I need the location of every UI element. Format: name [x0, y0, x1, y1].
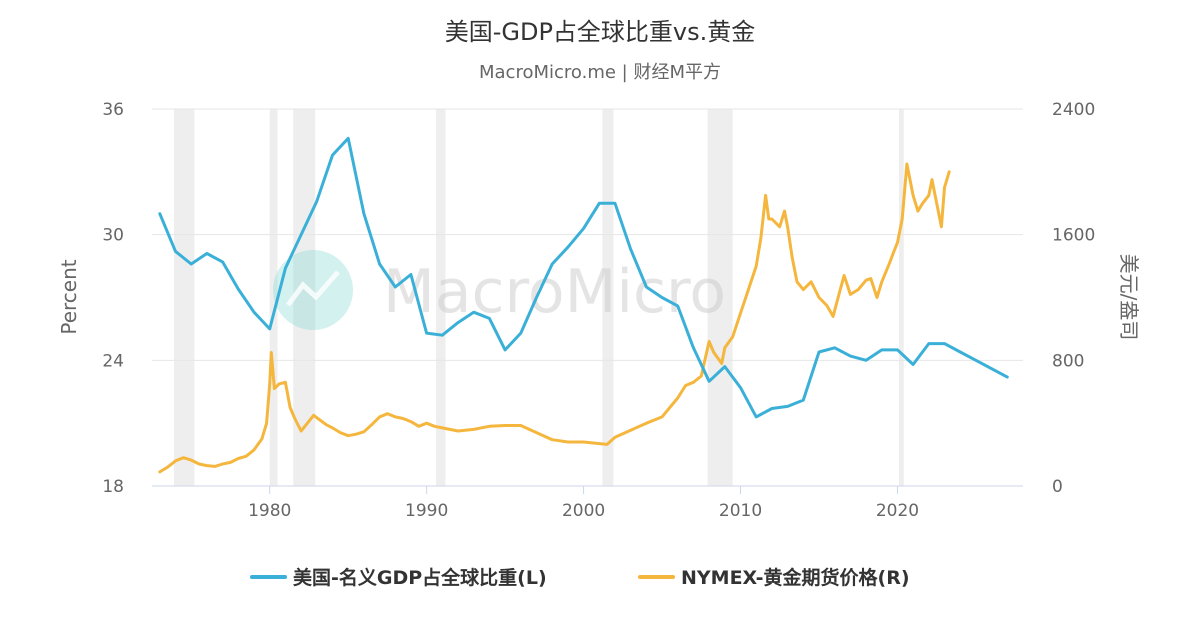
watermark-text: MacroMicro [383, 257, 726, 327]
right-axis-title: 美元/盎司 [1117, 254, 1141, 341]
watermark-logo-icon [273, 250, 353, 330]
legend-label-gold: NYMEX-黄金期货价格(R) [681, 566, 910, 589]
right-tick-label: 800 [1052, 351, 1084, 371]
x-tick-label: 2010 [719, 501, 762, 521]
watermark-logo-chart-icon [286, 270, 340, 307]
x-tick-label: 2000 [562, 501, 605, 521]
recession-band-3 [436, 109, 446, 486]
recession-bands [173, 109, 904, 486]
x-tick-label: 2020 [876, 501, 919, 521]
recession-band-4 [602, 109, 614, 486]
tick-labels: 18 24 30 36 0 800 1600 2400 1980 1990 2000 2010 2020 [102, 100, 1095, 521]
chart-title: 美国-GDP占全球比重vs.黄金 [445, 18, 756, 46]
legend: 美国-名义GDP占全球比重(L) NYMEX-黄金期货价格(R) [250, 566, 910, 589]
x-tick-label: 1980 [248, 501, 291, 521]
right-tick-label: 1600 [1052, 226, 1095, 246]
left-tick-label: 30 [102, 226, 124, 246]
left-tick-label: 36 [102, 100, 124, 120]
recession-band-2 [293, 109, 316, 486]
right-tick-label: 2400 [1052, 100, 1095, 120]
chart-subtitle: MacroMicro.me | 财经M平方 [479, 62, 721, 83]
right-tick-label: 0 [1052, 477, 1063, 497]
left-axis-title: Percent [57, 259, 81, 334]
gdp-share-line [158, 136, 1009, 419]
legend-label-gdp-share: 美国-名义GDP占全球比重(L) [293, 566, 547, 589]
recession-band-6 [899, 109, 904, 486]
recession-band-0 [173, 109, 195, 486]
watermark: MacroMicro [273, 250, 726, 330]
left-tick-label: 18 [102, 477, 124, 497]
recession-band-1 [269, 109, 278, 486]
grid-lines [152, 108, 1023, 487]
left-tick-label: 24 [102, 351, 124, 371]
x-tick-label: 1990 [405, 501, 448, 521]
recession-band-5 [707, 109, 733, 486]
gold-price-line [158, 162, 951, 474]
series-layer [158, 136, 1009, 474]
